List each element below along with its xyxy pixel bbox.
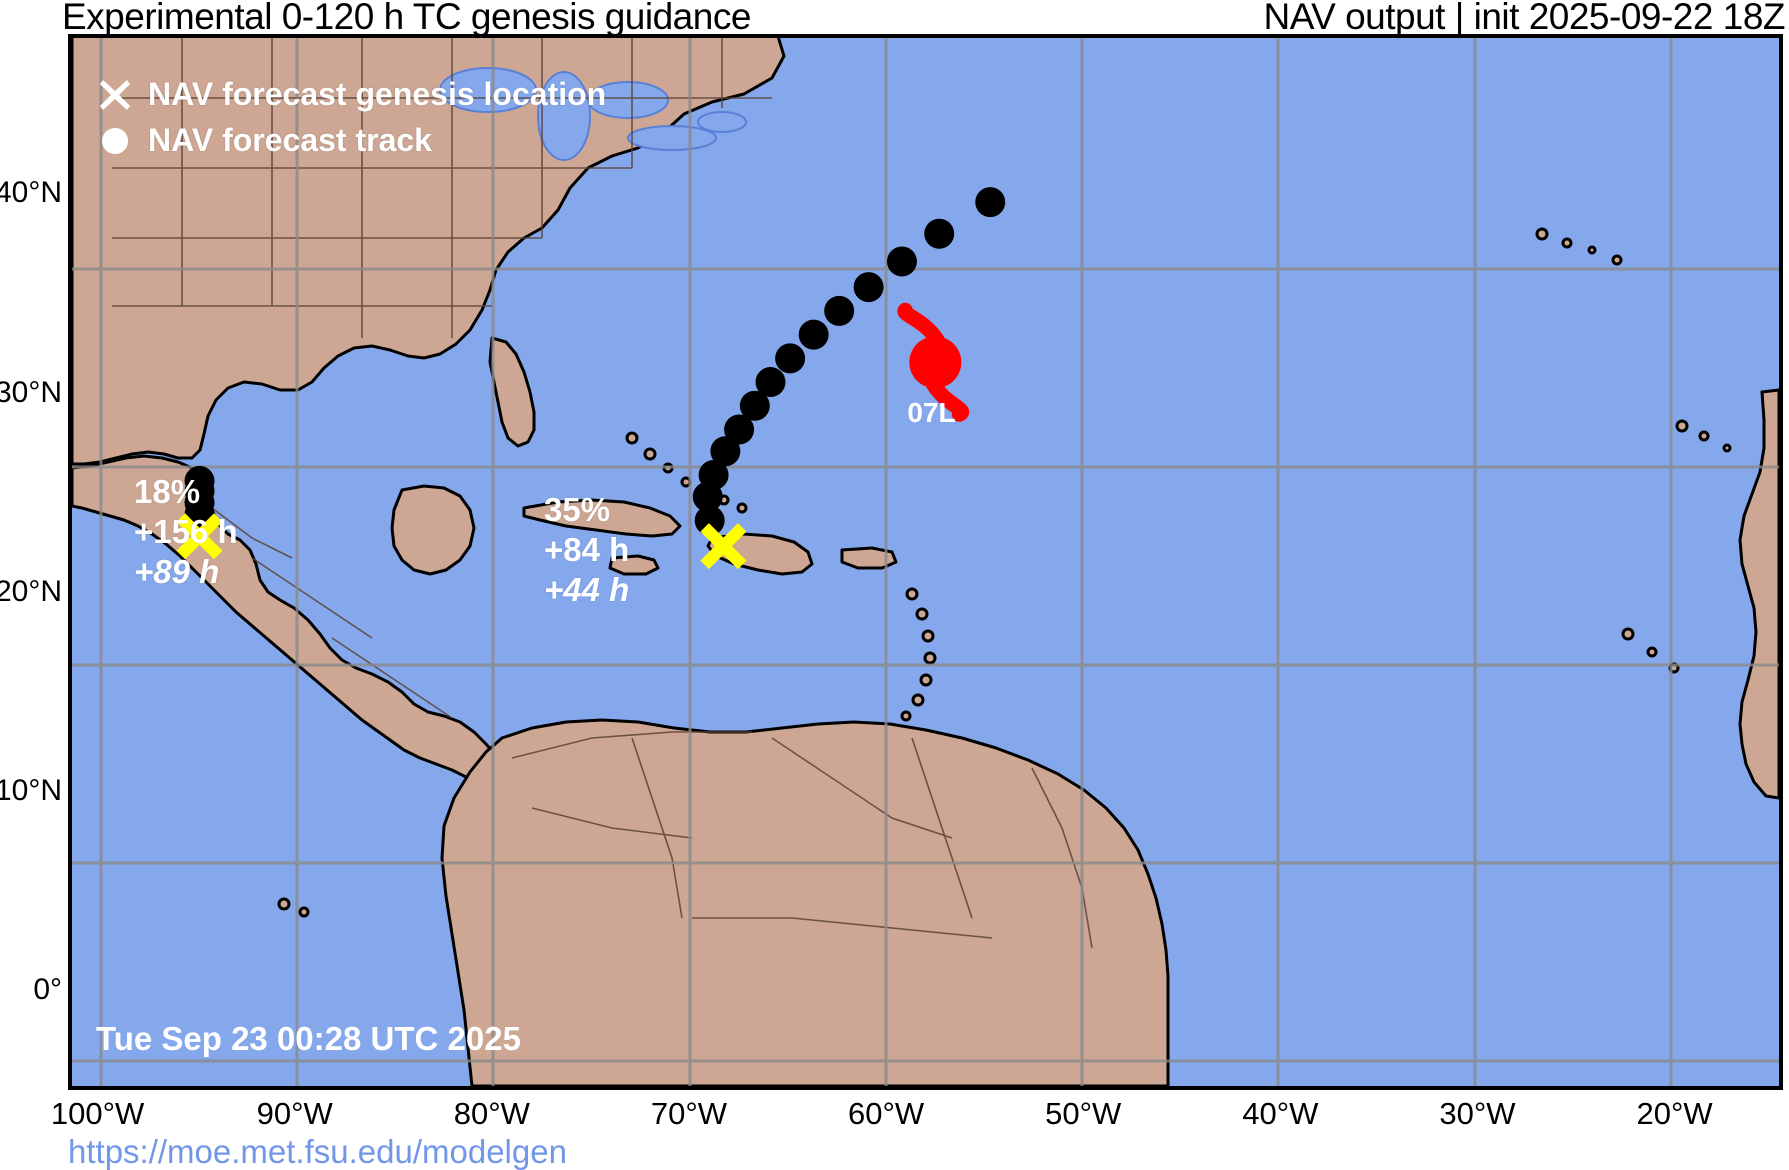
track-point [755,367,786,398]
genesis-probability-bahamas: 35% [544,491,611,528]
genesis-annotation-bahamas: 35% +84 h +44 h [544,490,629,610]
storm-id-label: 07L [907,396,956,428]
grid-lines [72,38,1779,1086]
genesis-window-gulf: +156 h [134,513,238,550]
lon-tick-20W: 20°W [1636,1096,1713,1131]
track-point [853,272,884,303]
track-point [724,414,755,445]
forecast-overlay [176,187,1006,570]
track-point [694,505,725,536]
track-point [824,295,855,326]
hurricane-symbol-icon [897,302,970,422]
model-init-label: NAV output | init 2025-09-22 18Z [1263,0,1785,37]
bahamas-genesis-marker [700,523,747,570]
landmasses [72,38,1779,1086]
page-title: Experimental 0-120 h TC genesis guidance [62,0,751,37]
circle-marker-icon [98,124,132,158]
lon-tick-80W: 80°W [453,1096,530,1131]
track-point [739,390,770,421]
lon-tick-50W: 50°W [1045,1096,1122,1131]
map-canvas [72,38,1779,1086]
lon-tick-60W: 60°W [847,1096,925,1131]
track-point [710,436,741,467]
track-point [924,218,955,249]
track-point [775,343,806,374]
lon-tick-30W: 30°W [1439,1096,1516,1131]
bahamas-track [692,187,1006,536]
genesis-probability-gulf: 18% [134,473,201,510]
track-point [698,459,729,490]
source-url: https://moe.met.fsu.edu/modelgen [68,1133,567,1170]
legend-label-genesis: NAV forecast genesis location [148,76,607,112]
track-point [886,246,917,277]
track-point [184,465,215,496]
lon-tick-90W: 90°W [256,1096,333,1131]
track-point [975,187,1006,218]
x-marker-icon [98,78,132,112]
legend-row-track: NAV forecast track [98,122,432,159]
map-panel[interactable]: NAV forecast genesis location NAV foreca… [68,34,1783,1090]
genesis-time-gulf: +89 h [134,553,220,590]
legend-label-track: NAV forecast track [148,122,432,158]
genesis-time-bahamas: +44 h [544,571,630,608]
lat-tick-20N: 20°N [0,574,62,608]
legend-row-genesis: NAV forecast genesis location [98,76,606,113]
genesis-window-bahamas: +84 h [544,531,630,568]
lon-tick-70W: 70°W [650,1096,728,1131]
lat-tick-30N: 30°N [0,375,62,409]
genesis-annotation-gulf: 18% +156 h +89 h [134,472,238,592]
lat-tick-0: 0° [33,973,62,1007]
lon-tick-100W: 100°W [50,1096,145,1131]
gulf-of-mexico-genesis-marker [176,513,223,560]
track-point [798,319,829,350]
timestamp-label: Tue Sep 23 00:28 UTC 2025 [96,1020,521,1057]
lat-tick-40N: 40°N [0,176,62,210]
lon-tick-40W: 40°W [1242,1096,1319,1131]
lakes [439,67,747,161]
lat-tick-10N: 10°N [0,774,62,808]
